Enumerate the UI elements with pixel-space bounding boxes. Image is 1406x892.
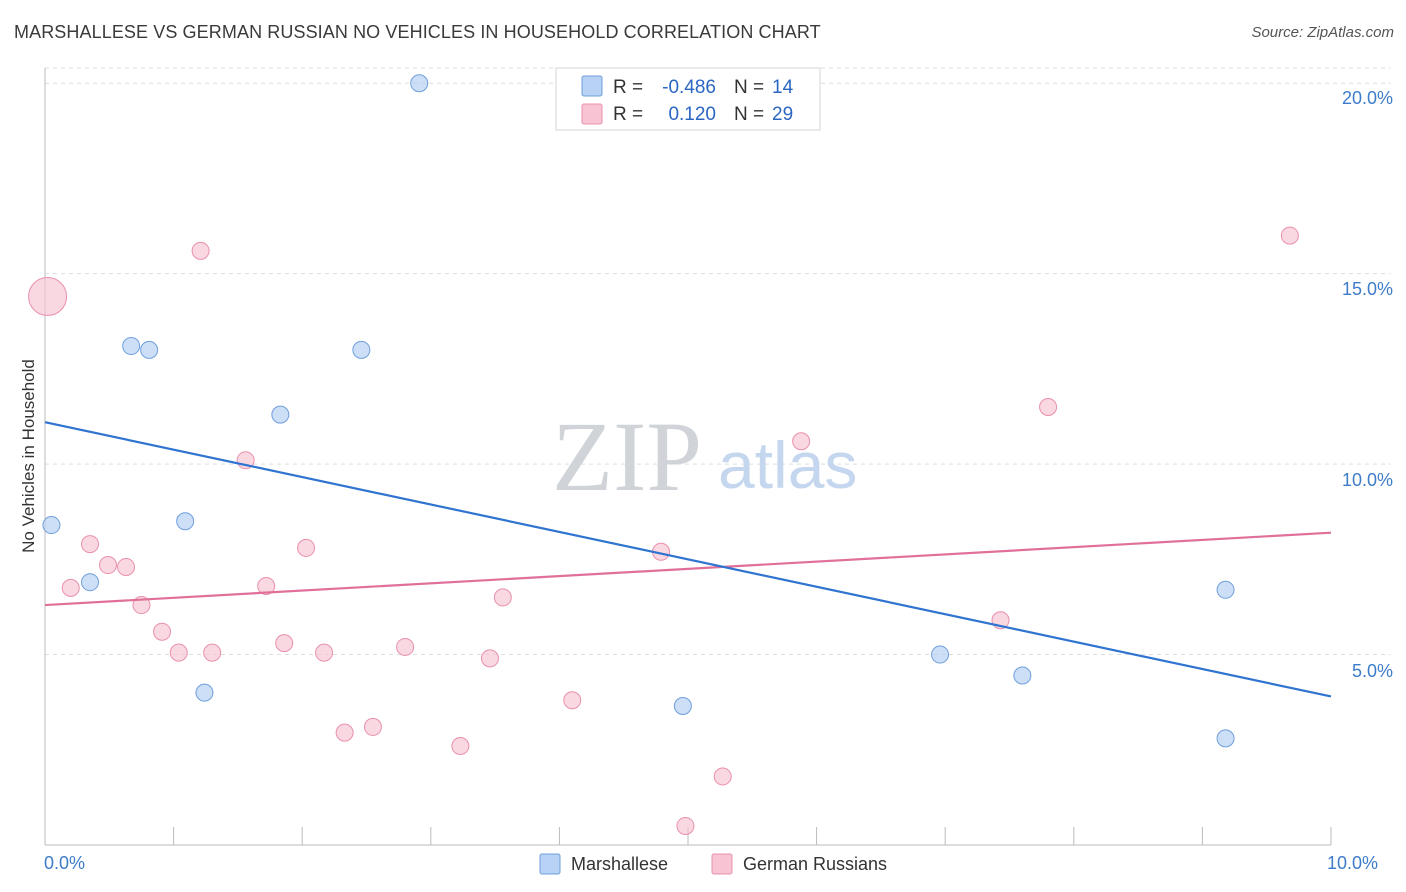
legend-german-russians-label: German Russians [743, 854, 887, 874]
german-russians-point-26 [451, 736, 470, 755]
german-russians-point-22 [480, 649, 499, 668]
marshallese-point-13 [1216, 729, 1235, 748]
y-tick-label-10: 10.0% [1342, 470, 1393, 490]
legend-german-russians-swatch [711, 853, 733, 875]
marshallese-point-2 [140, 340, 159, 359]
legend-marshallese-swatch [539, 853, 561, 875]
german-russians-point-11 [61, 578, 80, 597]
german-russians-trend-line [44, 531, 1332, 607]
german-russians-point-1 [191, 241, 210, 260]
german-russians-point-9 [99, 556, 118, 575]
german-russians-point-3 [1039, 397, 1058, 416]
marshallese-points [42, 74, 1235, 748]
marshallese-point-4 [271, 405, 290, 424]
marshallese-point-3 [352, 340, 371, 359]
legend-n-label-1: N = [734, 77, 764, 98]
watermark: ZIP atlas [552, 401, 857, 512]
y-tick-labels: 20.0% 15.0% 10.0% 5.0% [1342, 88, 1393, 681]
legend-n-value-2: 29 [772, 104, 793, 125]
legend-marshallese-label: Marshallese [571, 854, 668, 874]
german-russians-point-20 [203, 643, 222, 662]
german-russians-point-16 [153, 622, 172, 641]
legend-r-label-2: R = [613, 104, 643, 125]
marshallese-point-8 [1216, 580, 1235, 599]
y-tick-label-20: 20.0% [1342, 88, 1393, 108]
german-russians-point-24 [363, 717, 382, 736]
watermark-zip: ZIP [552, 401, 702, 512]
marshallese-point-5 [42, 516, 61, 535]
german-russians-point-18 [396, 637, 415, 656]
marshallese-point-7 [81, 573, 100, 592]
german-russians-point-10 [117, 557, 136, 576]
y-tick-label-5: 5.0% [1352, 661, 1393, 681]
marshallese-point-12 [673, 696, 692, 715]
y-tick-label-15: 15.0% [1342, 279, 1393, 299]
german-russians-point-27 [713, 767, 732, 786]
legend-r-value-2: 0.120 [668, 104, 716, 125]
marshallese-point-1 [122, 337, 141, 356]
legend-n-value-1: 14 [772, 77, 794, 98]
legend-r-label-1: R = [613, 77, 643, 98]
x-axis-ticks [44, 827, 1332, 845]
legend-n-label-2: N = [734, 104, 764, 125]
y-axis-label: No Vehicles in Household [19, 359, 38, 553]
x-tick-label-max: 10.0% [1327, 853, 1378, 873]
series-legend: Marshallese German Russians [539, 853, 887, 875]
german-russians-point-12 [257, 577, 276, 595]
german-russians-point-19 [169, 643, 188, 662]
german-russians-point-0 [28, 277, 68, 317]
chart-title: MARSHALLESE VS GERMAN RUSSIAN NO VEHICLE… [14, 22, 821, 42]
german-russians-point-21 [315, 643, 334, 662]
stats-legend: R = -0.486 N = 14 R = 0.120 N = 29 [555, 67, 821, 131]
german-russians-point-4 [792, 432, 811, 451]
marshallese-point-0 [410, 74, 429, 93]
german-russians-point-25 [335, 723, 354, 742]
x-tick-label-min: 0.0% [44, 853, 85, 873]
german-russians-point-13 [493, 588, 512, 607]
german-russians-points [28, 226, 1299, 835]
german-russians-point-6 [81, 535, 100, 554]
marshallese-point-9 [931, 645, 950, 664]
german-russians-point-23 [563, 691, 582, 710]
trend-lines [44, 421, 1332, 698]
german-russians-point-7 [297, 538, 316, 557]
marshallese-point-10 [1013, 666, 1032, 685]
german-russians-point-28 [676, 816, 695, 835]
source-credit: Source: ZipAtlas.com [1251, 24, 1394, 41]
watermark-atlas: atlas [718, 428, 857, 502]
marshallese-point-11 [195, 683, 214, 702]
legend-r-value-1: -0.486 [662, 77, 716, 98]
marshallese-point-6 [176, 512, 195, 531]
marshallese-swatch [581, 75, 603, 97]
german-russians-point-2 [1280, 226, 1299, 245]
marshallese-trend-line [44, 421, 1332, 698]
german-russians-swatch [581, 103, 603, 125]
german-russians-point-17 [275, 634, 294, 653]
